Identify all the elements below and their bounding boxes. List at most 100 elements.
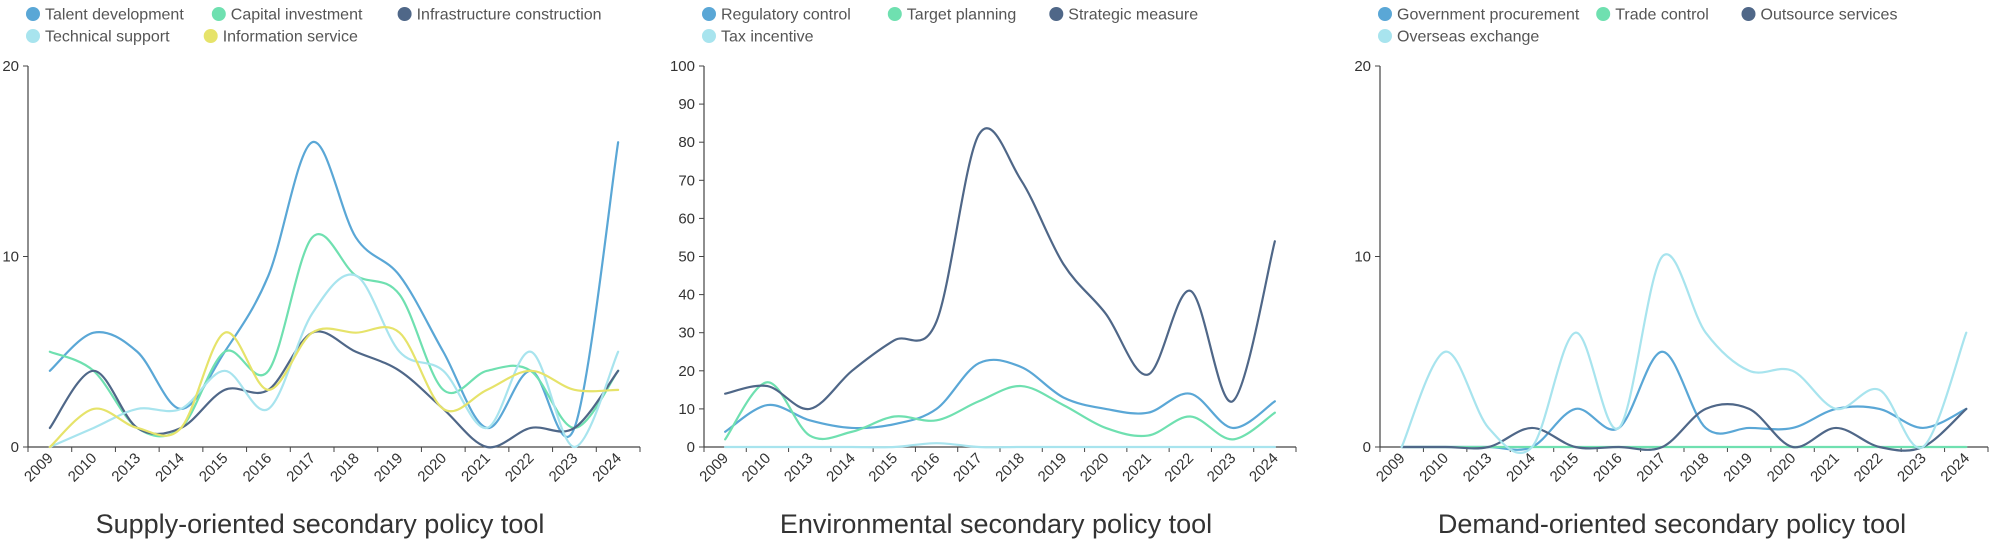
x-tick-label: 2010 [65,450,101,486]
y-tick-label: 10 [678,401,695,418]
y-tick-label: 60 [678,210,695,227]
series-line [1400,403,1968,452]
legend-marker [702,29,716,43]
legend-item[interactable]: Tax incentive [702,29,814,46]
legend-label: Technical support [45,29,170,46]
x-tick-label: 2020 [1764,450,1800,486]
legend-label: Trade control [1615,7,1709,24]
legend-item[interactable]: Infrastructure construction [397,7,602,24]
x-tick-label: 2009 [696,450,732,486]
legend: Government procurement Trade control Outso… [1378,7,1897,46]
x-tick-label: 2019 [1035,450,1071,486]
legend-marker [1378,7,1392,21]
x-tick-label: 2015 [196,450,232,486]
legend-marker [211,7,226,21]
legend-item[interactable]: Capital investment [211,7,363,24]
x-tick-label: 2014 [152,450,188,486]
x-tick-label: 2024 [1937,450,1973,486]
legend: Regulatory control Target planning Strateg… [702,7,1198,46]
chart-title: Supply-oriented secondary policy tool [96,509,545,539]
legend-item[interactable]: Target planning [887,7,1016,24]
y-tick-label: 40 [678,287,695,304]
x-tick-label: 2014 [823,450,859,486]
x-tick-label: 2023 [546,450,582,486]
y-tick-label: 80 [678,134,695,151]
legend-label: Government procurement [1397,7,1580,24]
series-line [48,326,620,449]
series-line [48,233,620,438]
x-tick-label: 2017 [950,450,986,486]
legend-item[interactable]: Government procurement [1378,7,1580,24]
x-tick-label: 2015 [1547,450,1583,486]
x-tick-label: 2019 [371,450,407,486]
legend-label: Outsource services [1761,7,1898,24]
legend-item[interactable]: Overseas exchange [1378,29,1539,46]
legend-item[interactable]: Strategic measure [1049,7,1198,24]
x-tick-label: 2010 [739,450,775,486]
x-tick-label: 2009 [1373,450,1409,486]
chart-title: Demand-oriented secondary policy tool [1438,509,1906,539]
x-tick-label: 2024 [589,450,625,486]
legend-label: Information service [223,29,358,46]
x-tick-label: 2013 [781,450,817,486]
y-tick-label: 0 [1363,439,1371,456]
legend-marker [1741,7,1756,21]
legend-label: Capital investment [231,7,363,24]
legend-item[interactable]: Outsource services [1741,7,1898,24]
series-line [724,442,1276,449]
legend-item[interactable]: Information service [203,29,358,46]
legend-label: Regulatory control [721,7,851,24]
x-tick-label: 2024 [1246,450,1282,486]
x-tick-label: 2016 [1590,450,1626,486]
legend-label: Talent development [45,7,184,24]
series-line [48,141,620,438]
series-line [724,381,1276,441]
series-line [724,358,1276,433]
legend-label: Tax incentive [721,29,814,46]
y-tick-label: 50 [678,249,695,266]
chart-title: Environmental secondary policy tool [780,509,1212,539]
legend-item[interactable]: Technical support [26,29,170,46]
legend-marker [887,7,902,21]
x-tick-label: 2013 [1460,450,1496,486]
y-tick-label: 30 [678,325,695,342]
x-tick-label: 2022 [1851,450,1887,486]
chart-environmental: Environmental secondary policy tool Regu… [670,7,1297,539]
y-tick-label: 20 [678,363,695,380]
x-tick-label: 2014 [1503,450,1539,486]
x-tick-label: 2020 [1077,450,1113,486]
x-tick-label: 2018 [327,450,363,486]
series-line [1400,350,1968,451]
legend-marker [26,29,40,43]
series-line [1400,253,1968,454]
y-tick-label: 20 [2,58,19,75]
chart-demand: Demand-oriented secondary policy tool Go… [1354,7,1989,539]
x-tick-label: 2009 [21,450,57,486]
x-tick-label: 2013 [108,450,144,486]
x-tick-label: 2017 [283,450,319,486]
legend: Talent development Capital investment Infr… [26,7,602,46]
legend-marker [702,7,716,21]
legend-item[interactable]: Regulatory control [702,7,851,24]
legend-label: Target planning [907,7,1016,24]
y-tick-label: 90 [678,96,695,113]
series-line [48,273,620,449]
chart-supply: Supply-oriented secondary policy tool Ta… [2,7,641,539]
x-tick-label: 2017 [1633,450,1669,486]
legend-marker [1596,7,1611,21]
legend-item[interactable]: Trade control [1596,7,1709,24]
y-tick-label: 70 [678,172,695,189]
series-line [724,127,1276,411]
legend-marker [397,7,412,21]
x-tick-label: 2018 [1677,450,1713,486]
legend-marker [26,7,40,21]
x-tick-label: 2015 [865,450,901,486]
x-tick-label: 2016 [240,450,276,486]
x-tick-label: 2010 [1416,450,1452,486]
x-tick-label: 2023 [1204,450,1240,486]
x-tick-label: 2016 [908,450,944,486]
x-tick-label: 2022 [1161,450,1197,486]
legend-item[interactable]: Talent development [26,7,184,24]
x-tick-label: 2021 [1119,450,1155,486]
